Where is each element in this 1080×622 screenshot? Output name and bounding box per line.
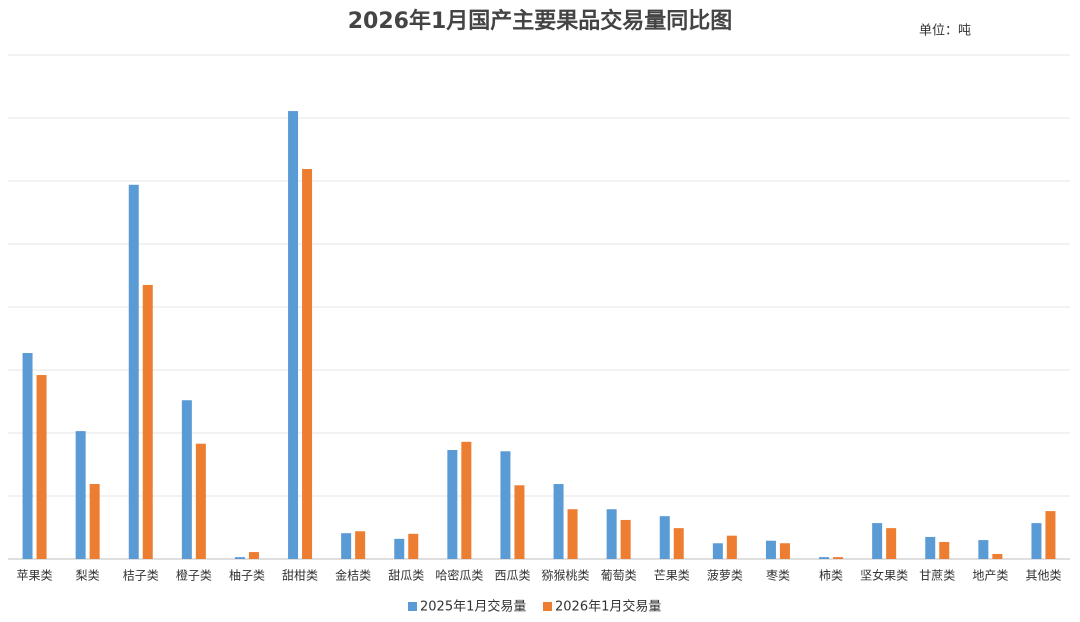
bar	[22, 352, 33, 559]
x-tick-label: 甜瓜类	[388, 569, 424, 583]
bar	[939, 541, 950, 559]
bar	[886, 528, 897, 559]
bar	[765, 540, 776, 559]
bar	[620, 519, 631, 559]
x-tick-label: 猕猴桃类	[542, 568, 590, 583]
bar	[341, 533, 352, 559]
x-tick-label: 枣类	[766, 569, 790, 583]
bar	[394, 538, 405, 559]
legend-swatch	[543, 602, 552, 611]
legend-label: 2025年1月交易量	[420, 599, 526, 615]
bar	[248, 552, 259, 559]
bar	[992, 553, 1003, 559]
x-tick-label: 甜柑类	[282, 568, 318, 583]
bar	[128, 184, 139, 559]
x-tick-label: 桔子类	[123, 569, 159, 583]
x-tick-label: 苹果类	[17, 569, 53, 583]
bar	[712, 543, 723, 559]
x-tick-label: 坚女果类	[860, 568, 908, 583]
x-tick-label: 甘蔗类	[919, 569, 955, 583]
bar	[461, 441, 472, 559]
bar	[89, 484, 100, 559]
bar	[925, 536, 936, 559]
x-tick-label: 金桔类	[335, 568, 371, 583]
bar	[500, 451, 511, 559]
bar	[408, 533, 419, 559]
bar	[355, 531, 366, 559]
bar	[195, 443, 206, 559]
x-tick-label: 葡萄类	[601, 569, 637, 583]
bar	[779, 543, 790, 559]
x-tick-label: 哈密瓜类	[435, 568, 483, 583]
chart-title: 2026年1月国产主要果品交易量同比图	[348, 8, 733, 34]
legend-swatch	[408, 602, 417, 611]
bar	[1045, 511, 1056, 559]
unit-label: 单位：吨	[919, 24, 971, 39]
bar	[659, 516, 670, 559]
x-tick-label: 柚子类	[229, 568, 265, 583]
bar	[234, 557, 245, 559]
x-tick-label: 地产类	[972, 569, 1008, 583]
bar	[36, 375, 47, 559]
bar	[673, 528, 684, 559]
bar	[819, 557, 830, 559]
bar	[75, 431, 86, 559]
x-tick-label: 菠萝类	[707, 569, 743, 583]
bar	[553, 484, 564, 559]
bar	[978, 540, 989, 559]
bar	[142, 284, 153, 559]
bar	[606, 509, 617, 559]
x-tick-label: 其他类	[1025, 569, 1061, 583]
x-tick-label: 芒果类	[654, 568, 690, 583]
bar	[872, 523, 883, 559]
x-tick-label: 梨类	[76, 569, 100, 583]
x-tick-label: 柿类	[819, 568, 843, 583]
bar	[447, 450, 458, 559]
bar	[833, 557, 844, 559]
bar	[514, 485, 525, 559]
legend-label: 2026年1月交易量	[555, 599, 661, 615]
bar	[288, 111, 299, 559]
x-tick-label: 橙子类	[176, 568, 212, 583]
x-tick-label: 西瓜类	[494, 569, 530, 583]
bar	[302, 169, 313, 559]
bar	[1031, 523, 1042, 559]
bar	[567, 509, 578, 559]
bar	[726, 535, 737, 559]
bar	[181, 400, 192, 559]
